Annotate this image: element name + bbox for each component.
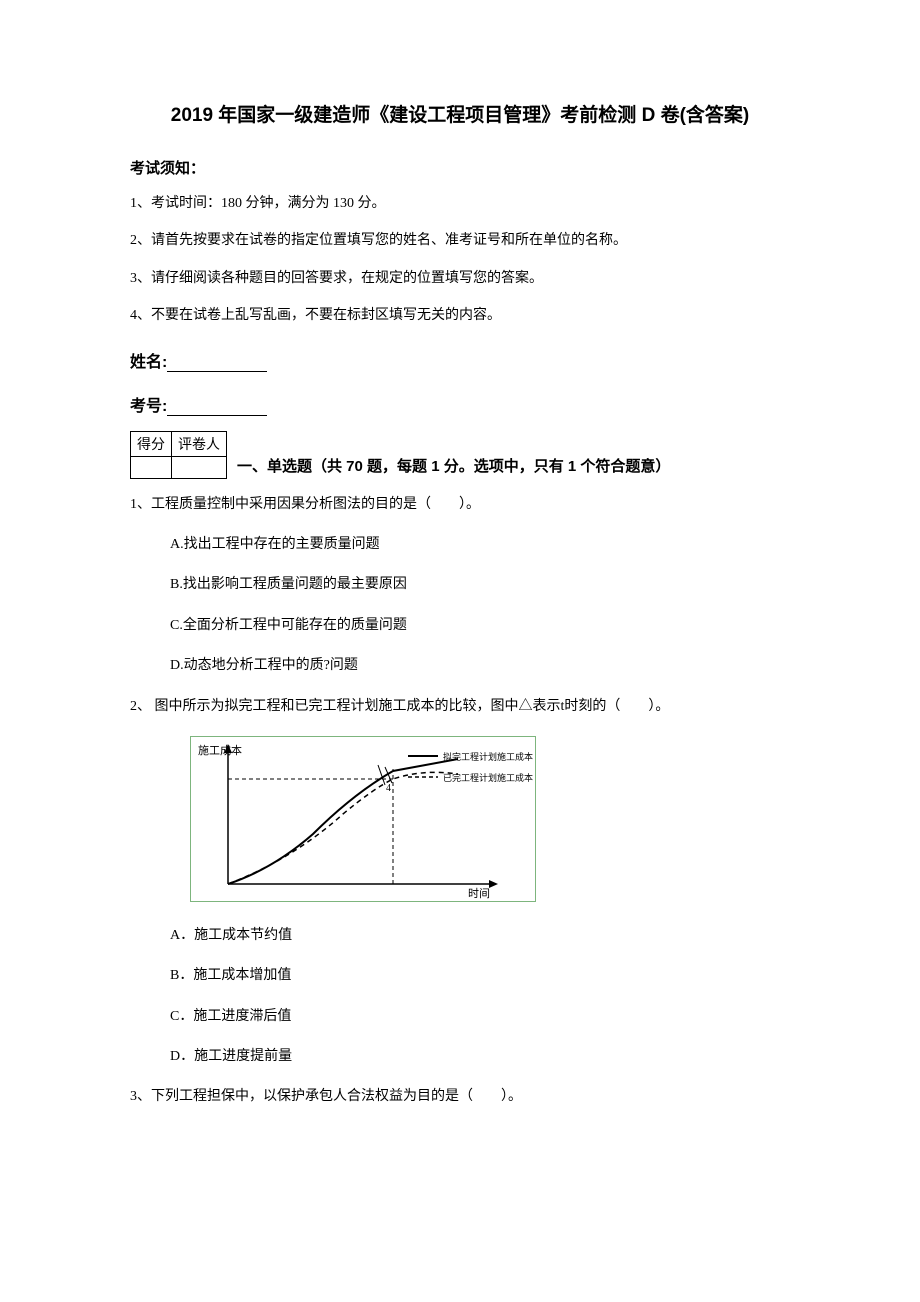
page-title: 2019 年国家一级建造师《建设工程项目管理》考前检测 D 卷(含答案) [130, 100, 790, 127]
x-axis-arrow [489, 880, 498, 888]
question-2: 2、 图中所示为拟完工程和已完工程计划施工成本的比较，图中△表示t时刻的（ ）。 [130, 696, 790, 718]
q2-option-a: A．施工成本节约值 [170, 925, 790, 947]
section-1-title: 一、单选题（共 70 题，每题 1 分。选项中，只有 1 个符合题意） [237, 431, 670, 476]
score-table: 得分 评卷人 [130, 431, 227, 479]
score-cell-1 [131, 456, 172, 478]
score-header-2: 评卷人 [172, 431, 227, 456]
score-header-1: 得分 [131, 431, 172, 456]
delta-hatch-1 [378, 765, 385, 785]
notice-item-1: 1、考试时间：180 分钟，满分为 130 分。 [130, 193, 790, 215]
notice-label: 考试须知： [130, 157, 790, 178]
notice-item-4: 4、不要在试卷上乱写乱画，不要在标封区填写无关的内容。 [130, 305, 790, 327]
y-axis-label: 施工成本 [198, 743, 242, 757]
notice-item-3: 3、请仔细阅读各种题目的回答要求，在规定的位置填写您的答案。 [130, 268, 790, 290]
dashed-curve [228, 772, 458, 884]
cost-chart: 施工成本 时间 4 拟完工程计划施工成本 已完工程计划施工成本 [190, 736, 536, 902]
q2-option-b: B．施工成本增加值 [170, 965, 790, 987]
cost-chart-svg: 施工成本 时间 4 拟完工程计划施工成本 已完工程计划施工成本 [193, 739, 533, 899]
exam-num-label: 考号: [130, 392, 790, 416]
delta-label: 4 [386, 783, 391, 794]
q1-option-d: D.动态地分析工程中的质?问题 [170, 655, 790, 677]
question-3: 3、下列工程担保中，以保护承包人合法权益为目的是（ ）。 [130, 1086, 790, 1108]
score-cell-2 [172, 456, 227, 478]
name-label: 姓名: [130, 348, 790, 372]
q1-option-a: A.找出工程中存在的主要质量问题 [170, 534, 790, 556]
q1-option-b: B.找出影响工程质量问题的最主要原因 [170, 574, 790, 596]
legend-dashed-label: 已完工程计划施工成本 [443, 772, 533, 783]
question-1: 1、工程质量控制中采用因果分析图法的目的是（ ）。 [130, 494, 790, 516]
score-section-row: 得分 评卷人 一、单选题（共 70 题，每题 1 分。选项中，只有 1 个符合题… [130, 431, 790, 479]
q2-option-d: D．施工进度提前量 [170, 1046, 790, 1068]
name-underline [167, 371, 267, 372]
x-axis-label: 时间 [468, 887, 490, 899]
exam-num-underline [167, 415, 267, 416]
notice-item-2: 2、请首先按要求在试卷的指定位置填写您的姓名、准考证号和所在单位的名称。 [130, 230, 790, 252]
q1-option-c: C.全面分析工程中可能存在的质量问题 [170, 615, 790, 637]
legend-solid-label: 拟完工程计划施工成本 [443, 751, 533, 762]
q2-option-c: C．施工进度滞后值 [170, 1006, 790, 1028]
